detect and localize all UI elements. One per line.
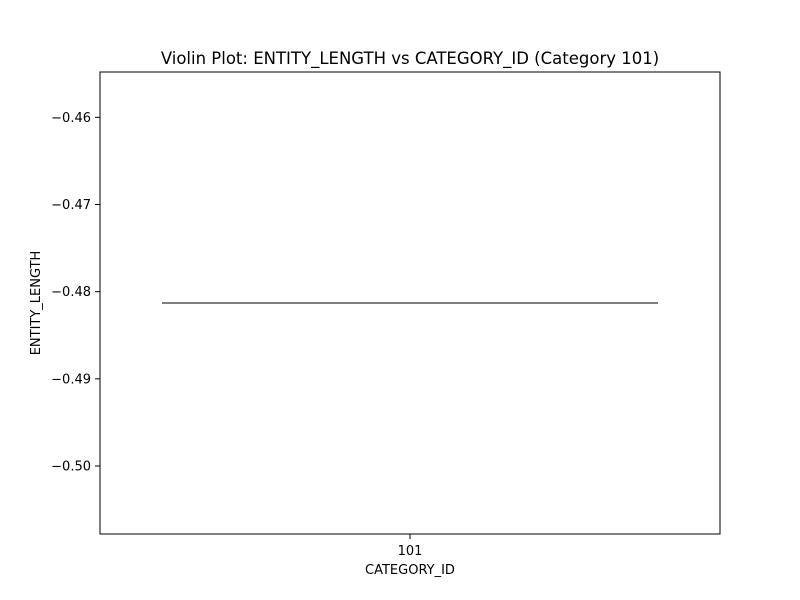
y-tick-label: −0.47 (51, 198, 91, 213)
y-axis-label: ENTITY_LENGTH (29, 251, 44, 356)
x-tick-label: 101 (398, 544, 423, 559)
x-axis: 101 (398, 534, 423, 559)
y-tick-label: −0.46 (51, 111, 91, 126)
y-axis: −0.46 −0.47 −0.48 −0.49 −0.50 (51, 111, 100, 475)
x-axis-label: CATEGORY_ID (365, 563, 455, 578)
y-tick-label: −0.48 (51, 285, 91, 300)
chart-title: Violin Plot: ENTITY_LENGTH vs CATEGORY_I… (161, 49, 659, 69)
y-tick-label: −0.49 (51, 372, 91, 387)
y-tick-label: −0.50 (51, 460, 91, 475)
